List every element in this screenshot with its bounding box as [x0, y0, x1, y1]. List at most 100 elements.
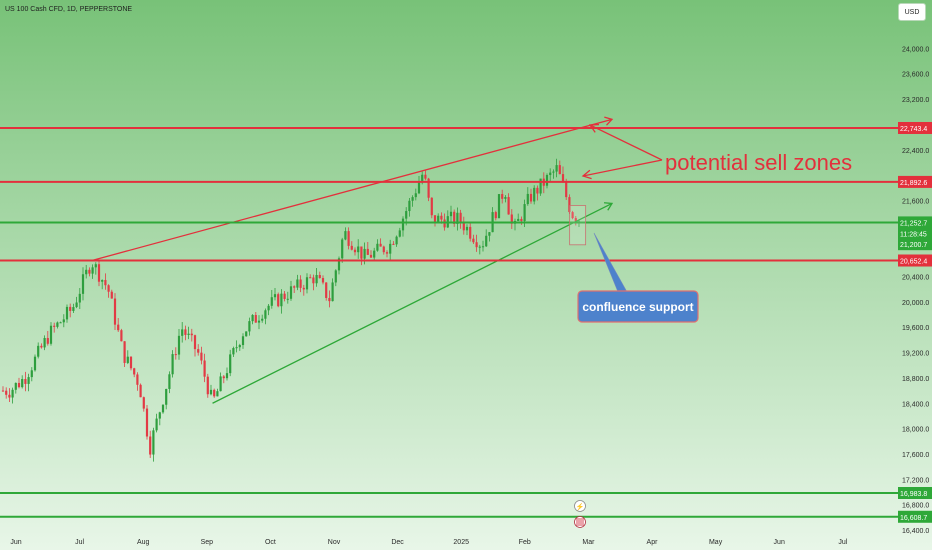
candle-body — [411, 197, 414, 201]
candle-body — [286, 298, 289, 300]
candle-body — [331, 282, 334, 302]
candle-body — [216, 391, 219, 397]
candle-body — [449, 211, 453, 217]
candle-body — [555, 165, 558, 172]
candle-body — [293, 286, 296, 288]
candle-body — [72, 307, 75, 311]
current-price-tag — [898, 227, 932, 240]
y-tick-label: 19,600.0 — [902, 325, 929, 332]
candle-body — [78, 293, 81, 303]
candle-body — [120, 330, 123, 342]
candle-body — [1, 390, 5, 392]
candle-body — [94, 264, 97, 268]
x-tick-label: Jul — [838, 539, 847, 546]
candle-body — [507, 197, 510, 215]
support-trendline-arrow — [603, 202, 614, 211]
candle-body — [21, 378, 24, 388]
candle-body — [174, 354, 177, 356]
candle-body — [437, 215, 440, 224]
candle-body — [133, 368, 136, 375]
y-tick-label: 22,400.0 — [902, 148, 929, 155]
candle-body — [536, 187, 539, 194]
candle-body — [222, 376, 225, 379]
candle-body — [392, 243, 395, 245]
candle-body — [497, 194, 501, 219]
candle-body — [312, 277, 315, 284]
candle-body — [481, 246, 485, 248]
candle-body — [363, 248, 366, 259]
candle-body — [302, 287, 305, 290]
candle-body — [443, 219, 446, 228]
candle-body — [254, 314, 257, 323]
candle-body — [104, 280, 107, 286]
candle-body — [465, 226, 469, 231]
candle-body — [181, 329, 184, 336]
candle-body — [56, 322, 59, 327]
candle-body — [225, 373, 229, 379]
candle-body — [75, 302, 78, 308]
candle-body — [267, 305, 270, 311]
candle-body — [549, 172, 552, 176]
x-tick-label: Jun — [10, 539, 21, 546]
candle-body — [517, 218, 520, 221]
candle-body — [248, 321, 251, 332]
x-tick-label: Apr — [647, 539, 659, 546]
candle-body — [520, 218, 523, 222]
candle-body — [488, 232, 491, 236]
x-tick-label: Mar — [582, 539, 595, 546]
candle-body — [571, 212, 574, 219]
candle-body — [421, 174, 424, 183]
candle-body — [398, 230, 401, 237]
candle-body — [485, 235, 488, 247]
candle-body — [309, 277, 312, 279]
y-tick-label: 19,200.0 — [902, 351, 929, 358]
candle-body — [238, 345, 241, 348]
candle-body — [545, 175, 549, 186]
earnings-event-icon — [574, 500, 586, 512]
candle-body — [296, 279, 299, 288]
y-tick-label: 21,600.0 — [902, 198, 929, 205]
candle-body — [209, 389, 213, 395]
currency-button[interactable]: USD — [898, 3, 926, 21]
candle-body — [539, 178, 542, 194]
candle-body — [126, 356, 129, 363]
level-tag-label: 21,892.6 — [900, 180, 927, 187]
candle-body — [165, 388, 168, 405]
candle-body — [568, 197, 571, 213]
candle-body — [382, 246, 385, 253]
candle-body — [523, 204, 526, 222]
confluence-callout-label: confluence support — [582, 300, 693, 314]
sell-zone-arrow-upper — [589, 124, 663, 161]
y-tick-label: 16,400.0 — [902, 528, 929, 535]
candle-body — [81, 274, 85, 294]
current-price-tag-label: 21,252.7 — [900, 220, 927, 227]
candle-body — [69, 306, 72, 311]
candle-body — [469, 226, 472, 239]
candle-body — [136, 374, 139, 385]
y-tick-label: 23,600.0 — [902, 72, 929, 79]
x-tick-label: Jun — [774, 539, 785, 546]
candle-body — [101, 280, 104, 282]
candle-body — [88, 269, 91, 274]
x-tick-label: May — [709, 539, 723, 546]
level-tag-label: 20,652.4 — [900, 259, 927, 266]
candle-body — [139, 384, 142, 398]
x-tick-label: 2025 — [453, 539, 469, 546]
candle-body — [229, 354, 232, 374]
candle-body — [161, 404, 165, 413]
candle-body — [305, 277, 309, 290]
sell-zones-label: potential sell zones — [665, 150, 852, 175]
candle-body — [171, 354, 174, 375]
candle-body — [433, 215, 437, 224]
x-tick-label: Dec — [391, 539, 404, 546]
candle-body — [353, 249, 357, 253]
candle-body — [456, 212, 459, 224]
candle-body — [37, 345, 40, 357]
candle-body — [289, 286, 293, 299]
candle-body — [427, 178, 430, 198]
sell-zone-arrow-lower-head — [581, 169, 592, 180]
current-price-tag — [898, 216, 932, 229]
candle-body — [357, 246, 360, 253]
